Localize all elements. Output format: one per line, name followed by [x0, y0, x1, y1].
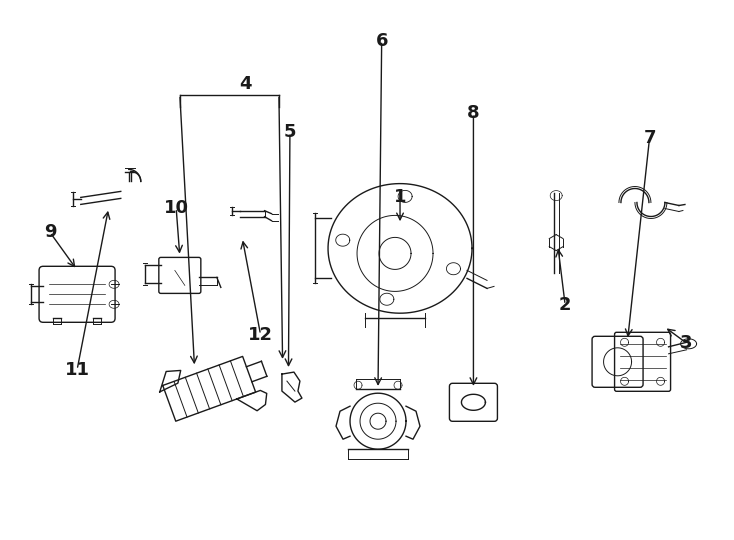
Text: 4: 4 [239, 75, 252, 93]
Text: 5: 5 [283, 123, 297, 141]
Text: 11: 11 [65, 361, 90, 379]
Text: 10: 10 [164, 199, 189, 217]
Text: 12: 12 [248, 326, 273, 344]
Text: 8: 8 [467, 104, 480, 123]
Text: 1: 1 [393, 188, 407, 206]
Text: 2: 2 [559, 296, 572, 314]
Text: 6: 6 [375, 31, 388, 50]
Text: 3: 3 [680, 334, 693, 352]
Text: 9: 9 [43, 223, 57, 241]
Text: 7: 7 [643, 129, 656, 147]
